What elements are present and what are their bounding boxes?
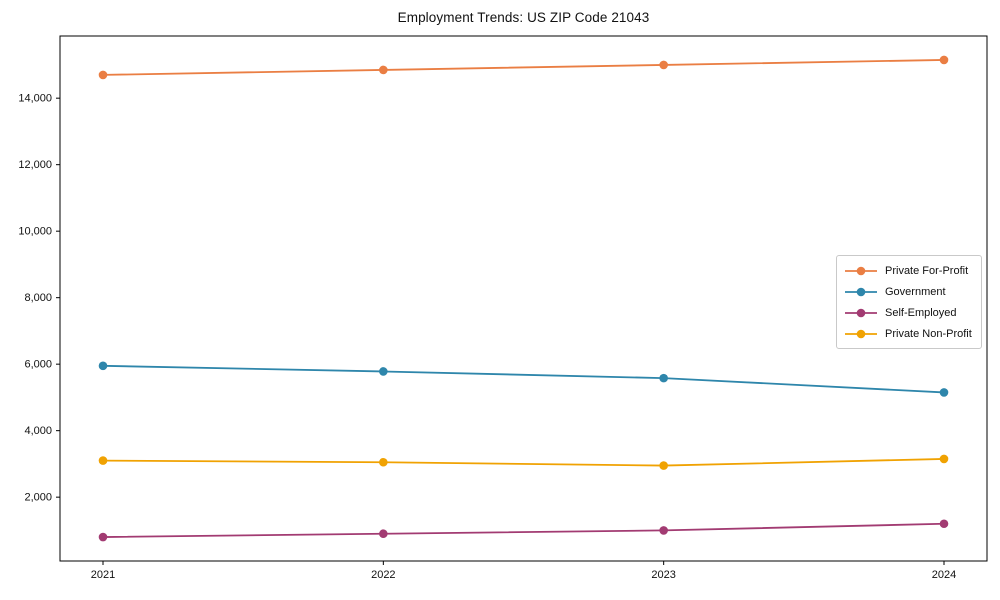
y-axis-tick-label: 12,000 xyxy=(18,159,52,171)
x-axis-tick-label: 2024 xyxy=(932,569,956,581)
series-point-private-for-profit xyxy=(659,60,668,70)
legend-marker-icon xyxy=(845,287,877,296)
series-point-self-employed xyxy=(939,519,949,529)
legend-item-private-non-profit: Private Non-Profit xyxy=(844,324,972,343)
series-point-private-for-profit xyxy=(939,55,949,65)
series-point-private-non-profit xyxy=(659,461,668,470)
series-line-government xyxy=(102,364,945,394)
legend-marker-icon xyxy=(845,308,877,317)
series-line-self-employed xyxy=(102,522,945,538)
series-point-private-for-profit xyxy=(379,65,388,75)
series-point-government xyxy=(659,373,668,383)
legend-marker-icon xyxy=(845,266,877,275)
legend: Private For-Profit Government Self-Employe… xyxy=(836,255,982,349)
series-point-private-non-profit xyxy=(379,457,388,467)
legend-label: Self-Employed xyxy=(885,306,957,319)
legend-label: Private Non-Profit xyxy=(885,327,972,340)
x-axis-tick-label: 2023 xyxy=(651,569,675,581)
series-point-self-employed xyxy=(98,532,108,542)
series-line-private-non-profit xyxy=(102,458,945,467)
series-point-self-employed xyxy=(379,529,388,539)
legend-label: Private For-Profit xyxy=(885,264,969,277)
series-point-government xyxy=(939,388,949,397)
series-point-private-non-profit xyxy=(98,456,108,465)
series-point-government xyxy=(98,361,108,371)
x-axis-tick-label: 2022 xyxy=(371,569,395,581)
y-axis-tick-label: 10,000 xyxy=(18,226,52,238)
legend-item-private-for-profit: Private For-Profit xyxy=(844,261,972,280)
legend-item-government: Government xyxy=(844,282,972,301)
legend-marker-icon xyxy=(845,329,877,338)
x-axis-tick-label: 2021 xyxy=(91,569,115,581)
y-axis-tick-label: 14,000 xyxy=(18,93,52,105)
legend-label: Government xyxy=(885,285,946,298)
y-axis-tick-label: 8,000 xyxy=(24,292,52,304)
y-axis-tick-label: 6,000 xyxy=(24,359,52,371)
legend-item-self-employed: Self-Employed xyxy=(844,303,972,322)
series-point-private-for-profit xyxy=(98,70,108,80)
plot-frame xyxy=(59,35,988,562)
y-axis-tick-label: 4,000 xyxy=(24,425,52,437)
series-point-self-employed xyxy=(659,526,668,535)
series-point-private-non-profit xyxy=(939,454,949,464)
series-line-private-for-profit xyxy=(102,59,945,76)
y-axis-tick-label: 2,000 xyxy=(24,492,52,504)
chart-title: Employment Trends: US ZIP Code 21043 xyxy=(397,10,650,25)
series-point-government xyxy=(379,367,388,376)
